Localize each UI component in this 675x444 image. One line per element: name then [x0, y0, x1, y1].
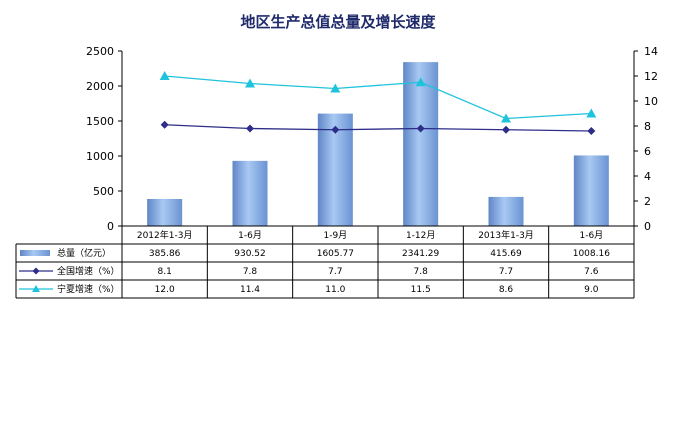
legend-key-marker	[32, 267, 40, 275]
right-tick-label: 12	[644, 70, 658, 83]
line-series	[159, 71, 597, 135]
right-y-axis: 0 2 4 6 8 10 12 14	[633, 45, 658, 233]
legend-label: 全国增速（%）	[57, 265, 120, 277]
table-cell-value: 415.69	[490, 249, 522, 259]
bar	[147, 198, 183, 226]
left-tick-label: 1500	[86, 115, 114, 128]
right-tick-label: 14	[644, 45, 658, 58]
line-point	[331, 125, 340, 134]
bar	[573, 155, 609, 226]
bar	[488, 196, 524, 226]
table-cell-value: 930.52	[234, 249, 266, 259]
table-cell-value: 2341.29	[402, 249, 439, 259]
left-tick-label: 500	[93, 185, 114, 198]
category-label: 1-12月	[406, 230, 435, 241]
line-point	[587, 127, 596, 135]
table-cell-value: 12.0	[155, 285, 175, 295]
table-cell-value: 7.8	[414, 267, 429, 277]
table-cell-value: 8.1	[158, 267, 172, 277]
legend-key-bar	[20, 250, 50, 256]
line-point	[502, 125, 510, 134]
bar	[232, 160, 268, 226]
table-cell-value: 7.8	[243, 267, 258, 277]
series-line	[164, 124, 592, 132]
category-label: 2012年1-3月	[137, 229, 193, 241]
right-tick-label: 0	[644, 220, 651, 233]
left-tick-label: 2500	[86, 45, 114, 58]
line-point	[159, 71, 170, 80]
category-label: 2013年1-3月	[478, 229, 534, 241]
category-label: 1-6月	[579, 230, 603, 241]
left-tick-label: 1000	[86, 150, 114, 163]
line-point	[415, 77, 426, 87]
table-cell-value: 7.7	[328, 267, 342, 277]
legend-label: 宁夏增速（%）	[57, 283, 120, 295]
line-point	[330, 83, 341, 93]
right-tick-label: 2	[644, 195, 651, 208]
line-point	[245, 78, 255, 88]
table-cell-value: 11.0	[325, 285, 345, 295]
table-cell-value: 1605.77	[317, 249, 354, 259]
line-point	[246, 124, 254, 133]
chart-title: 地区生产总值总量及增长速度	[240, 13, 436, 31]
right-tick-label: 8	[644, 120, 651, 133]
line-point	[160, 120, 169, 129]
left-tick-label: 0	[107, 220, 114, 233]
table-cell-value: 11.5	[411, 285, 431, 295]
left-tick-label: 2000	[86, 80, 114, 93]
right-tick-label: 4	[644, 170, 651, 183]
line-point	[501, 113, 511, 123]
line-point	[586, 108, 597, 118]
data-table: 2012年1-3月 1-6月 1-9月 1-12月 2013年1-3月 1-6月总量（亿元…	[15, 225, 635, 299]
legend-label: 总量（亿元）	[57, 247, 111, 259]
table-cell-value: 7.7	[499, 267, 513, 277]
category-label: 1-6月	[238, 230, 262, 241]
table-cell-value: 9.0	[584, 285, 599, 295]
legend-key-marker	[32, 285, 40, 292]
table-cell-value: 385.86	[149, 249, 181, 259]
right-tick-label: 10	[644, 95, 658, 108]
left-y-axis: 0 500 1000 1500 2000 2500	[86, 45, 123, 233]
bar	[403, 62, 439, 227]
right-tick-label: 6	[644, 145, 651, 158]
bar-series	[147, 62, 609, 227]
table-cell-value: 1008.16	[573, 249, 610, 259]
series-line	[164, 75, 592, 120]
category-label: 1-9月	[323, 230, 347, 241]
table-cell-value: 8.6	[499, 285, 514, 295]
table-cell-value: 7.6	[584, 267, 599, 277]
table-cell-value: 11.4	[240, 285, 260, 295]
line-point	[416, 124, 425, 133]
